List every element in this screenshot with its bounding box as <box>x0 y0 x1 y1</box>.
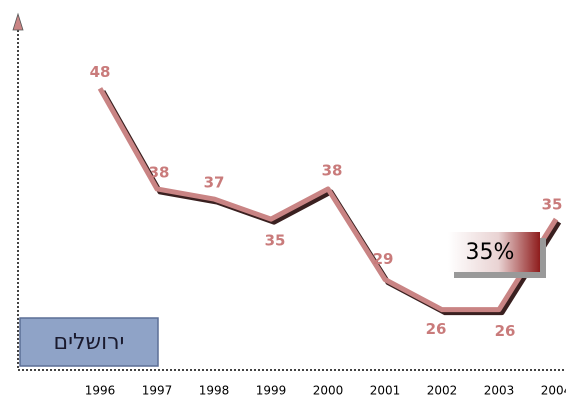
line-shadow <box>100 90 562 316</box>
x-tick-label: 2003 <box>484 384 515 398</box>
x-tick-label: 2002 <box>427 384 458 398</box>
value-label: 35 <box>265 232 286 250</box>
x-tick-label: 1996 <box>85 384 116 398</box>
legend-box <box>19 317 159 367</box>
x-tick-label: 1998 <box>199 384 230 398</box>
x-tick-label: 1999 <box>256 384 287 398</box>
axis-arrow <box>12 12 24 31</box>
value-label: 26 <box>495 322 516 340</box>
value-label: 38 <box>322 161 343 179</box>
annotation-box <box>448 232 540 272</box>
annotation: 35% <box>466 240 515 265</box>
x-tick-label: 2000 <box>313 384 344 398</box>
value-label: 48 <box>90 63 111 81</box>
line <box>97 87 559 313</box>
value-label: 35 <box>542 196 563 214</box>
value-label: 37 <box>204 174 225 192</box>
legend-entry: ירושלים <box>54 330 125 355</box>
x-tick-label: 2001 <box>370 384 401 398</box>
value-label: 38 <box>149 163 170 181</box>
value-label: 26 <box>426 320 447 338</box>
x-tick-label: 1997 <box>142 384 173 398</box>
value-label: 29 <box>373 250 394 268</box>
